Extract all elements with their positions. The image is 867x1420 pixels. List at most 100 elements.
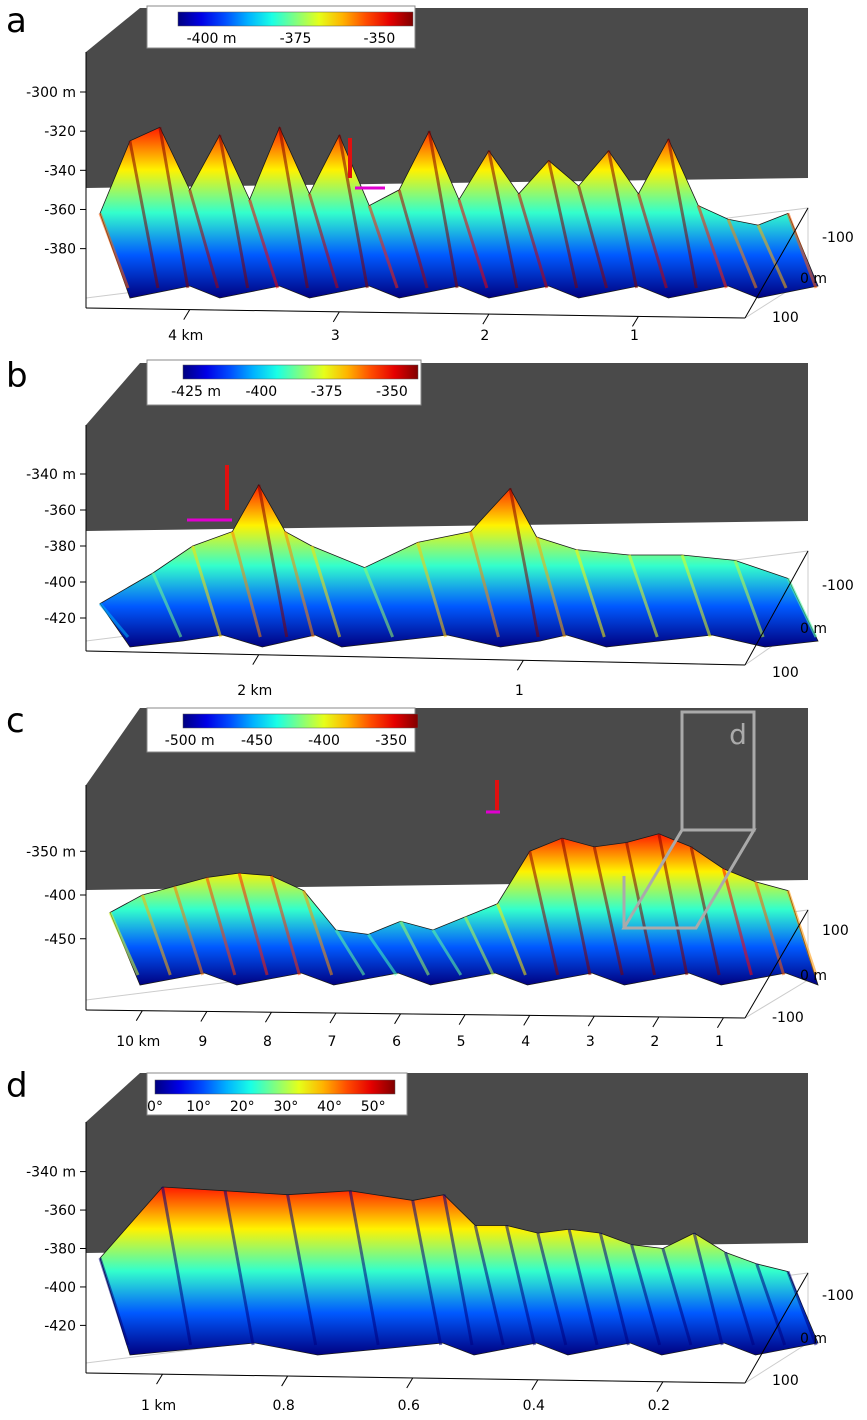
y-tick-label: 100: [822, 923, 849, 939]
ridge-streak: [577, 185, 609, 289]
x-tick-label: 8: [263, 1034, 272, 1050]
colorbar-tick-label: -500 m: [165, 733, 215, 749]
z-tick-label: -340: [44, 163, 76, 179]
z-tick-label: -380: [44, 539, 76, 555]
y-tick-label: -100: [822, 1288, 854, 1304]
x-axis-line: [85, 650, 746, 666]
x-tick-mark: [652, 1016, 660, 1028]
x-axis-line: [85, 1372, 746, 1384]
ridge-streak: [173, 885, 205, 976]
ridge-streak: [427, 130, 459, 289]
ridge-streak: [724, 1251, 755, 1346]
y-tick-label: 0 m: [800, 1331, 827, 1347]
colorbar-tick-label: 40°: [317, 1099, 342, 1115]
ridge-streak: [786, 1271, 818, 1346]
ridge-streak: [108, 911, 140, 976]
z-tick-label: -380: [44, 1242, 76, 1258]
ridge-streak: [598, 1232, 630, 1346]
ridge-streak: [567, 1228, 599, 1346]
panel-label-b: b: [6, 356, 28, 396]
ridge-streak: [574, 549, 606, 638]
ridge-streak: [151, 572, 183, 638]
ridge-streak: [547, 160, 579, 289]
x-tick-label: 6: [392, 1034, 401, 1050]
x-axis-line: [85, 307, 746, 319]
z-tick-label: -360: [44, 503, 76, 519]
ridge-streak: [286, 1194, 318, 1346]
terrain-surface: [99, 483, 819, 648]
colorbar-tick-label: -350: [364, 31, 396, 47]
panel-label-d: d: [6, 1066, 28, 1106]
colorbar-tick-label: 10°: [186, 1099, 211, 1115]
y-tick-label: 0 m: [800, 621, 827, 637]
terrain-surface: [109, 833, 819, 986]
ridge-streak: [348, 1190, 380, 1346]
x-tick-label: 10 km: [116, 1034, 160, 1050]
ridge-streak: [248, 199, 279, 289]
x-tick-mark: [482, 313, 490, 325]
ridge-streak: [237, 872, 269, 976]
z-tick-label: -340 m: [26, 467, 76, 483]
ridge-streak: [733, 559, 765, 638]
z-tick-label: -360: [44, 202, 76, 218]
ridge-streak: [140, 894, 172, 976]
ridge-streak: [334, 929, 366, 976]
x-tick-label: 4 km: [168, 328, 203, 344]
x-tick-label: 7: [328, 1034, 337, 1050]
colorbar-tick-label: 30°: [273, 1099, 298, 1115]
colorbar-tick-label: -400: [245, 384, 277, 400]
colorbar-tick-label: -375: [311, 384, 343, 400]
ridge-streak: [463, 916, 495, 976]
panel-a: a -300 m -320 -340 -360 -380 4 km 3 2 1 -100 0 m 10…: [0, 0, 867, 345]
ridge-streak: [457, 199, 489, 289]
ridge-streak: [786, 577, 818, 638]
colorbar-tick-label: -375: [280, 31, 312, 47]
colorbar-tick-label: -450: [241, 733, 273, 749]
ridge-streak: [367, 933, 398, 976]
chart-b: -340 m -360 -380 -400 -420 2 km 1 -100 0 m 100 -42…: [26, 359, 854, 699]
ridge-streak: [191, 545, 223, 638]
colorbar-tick-label: 0°: [147, 1099, 163, 1115]
y-tick-label: -100: [822, 230, 854, 246]
z-tick-label: -450: [44, 932, 76, 948]
x-tick-label: 2: [650, 1034, 659, 1050]
x-tick-mark: [281, 1375, 289, 1387]
y-axis-line: [744, 909, 809, 1019]
ridge-streak: [302, 890, 334, 976]
ridge-streak: [257, 484, 289, 638]
x-tick-label: 3: [586, 1034, 595, 1050]
ridge-streak: [696, 205, 728, 289]
panel-label-a: a: [6, 1, 27, 41]
z-tick-label: -400: [44, 575, 76, 591]
ridge-streak: [223, 1190, 255, 1346]
x-tick-label: 5: [457, 1034, 466, 1050]
colorbar-tick-label: -350: [376, 384, 408, 400]
ridge-streak: [161, 1186, 193, 1346]
ridge-streak: [508, 488, 540, 638]
z-tick-label: -400: [44, 1280, 76, 1296]
ridge-streak: [98, 602, 130, 638]
ridge-streak: [496, 903, 527, 976]
panel-c: c -350 m -400 -450 10 km 9 8 7 6 5 4 3 2 1 100 0 m -100…: [0, 700, 867, 1060]
x-tick-mark: [531, 1379, 539, 1391]
y-axis-line: [744, 550, 809, 666]
x-tick-label: 9: [198, 1034, 207, 1050]
colorbar-tick-label: -350: [375, 733, 407, 749]
ridge-streak: [218, 134, 250, 289]
x-tick-label: 0.2: [648, 1398, 670, 1414]
x-tick-mark: [135, 1010, 143, 1021]
x-tick-label: 1: [715, 1034, 724, 1050]
x-tick-label: 4: [521, 1034, 530, 1050]
x-tick-mark: [200, 1011, 208, 1022]
colorbar: [182, 364, 419, 380]
z-tick-label: -320: [44, 124, 76, 140]
x-tick-mark: [329, 1012, 337, 1024]
z-tick-label: -360: [44, 1203, 76, 1219]
ridge-streak: [786, 890, 818, 976]
x-tick-label: 1: [630, 328, 639, 344]
ridge-streak: [98, 212, 130, 289]
panel-d: d -340 m -360 -380 -400 -420 1 km 0.8 0.6 0.4 0.2…: [0, 1065, 867, 1420]
colorbar: [182, 713, 419, 729]
colorbar: [177, 11, 414, 27]
ridge-streak: [692, 1232, 724, 1346]
